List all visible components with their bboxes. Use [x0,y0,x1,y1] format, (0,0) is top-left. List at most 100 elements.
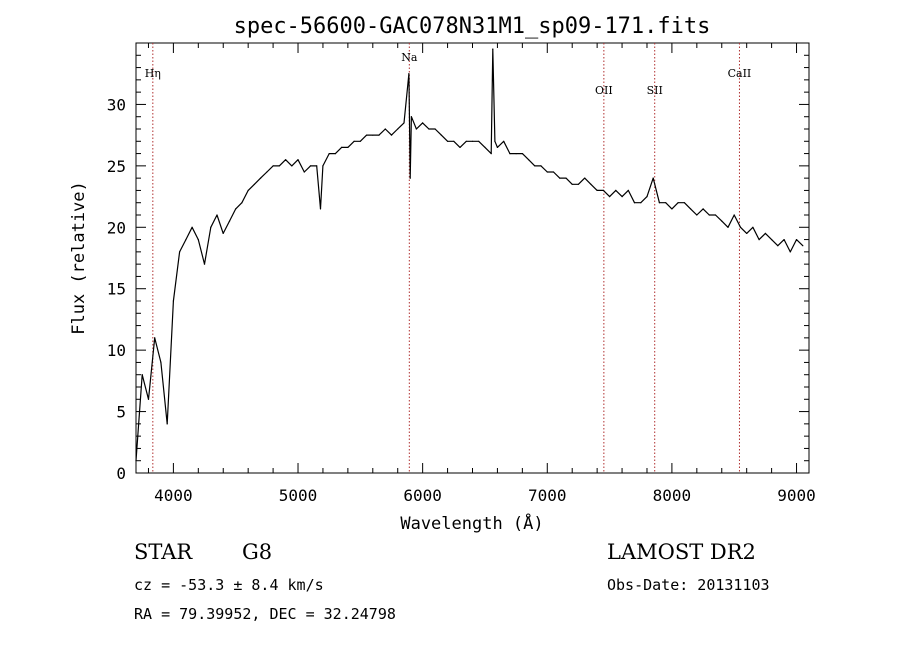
spectrum-data-point [253,183,255,185]
spectrum-data-point [322,165,324,167]
spectrum-data-point [802,245,804,247]
spectrum-data-point [272,165,274,167]
spectrum-data-point [534,165,536,167]
spectrum-data-point [297,159,299,161]
spectrum-data-point [266,171,268,173]
spectrum-data-point [590,183,592,185]
spectrum-data-point [235,208,237,210]
spectrum-data-point [397,128,399,130]
spectrum-data-point [147,398,150,400]
spectrum-data-point [465,140,467,142]
spectrum-data-point [154,337,156,339]
spectrum-data-point [353,140,355,142]
object-subclass: G8 [242,540,272,564]
spectrum-data-point [384,128,386,130]
spectrum-data-point [521,153,524,155]
spectrum-data-point [528,159,530,161]
spectrum-data-point [179,251,181,253]
spectrum-data-point [166,423,168,425]
spectrum-data-point [390,134,393,136]
spectrum-data-point [303,171,305,173]
spectrum-data-point [739,226,742,228]
spectrum-series-line [135,48,804,461]
spectral-lines-layer: Hη Na OII SII CaII [145,43,751,473]
spectrum-data-point [490,153,492,155]
spectrum-data-point [559,177,561,179]
spectrum-data-point [197,239,199,241]
spectrum-data-point [210,226,212,228]
spectrum-data-point [222,232,224,234]
spectrum-data-point [509,153,511,155]
series-layer [135,48,804,462]
spectrum-data-point [408,73,410,75]
spectrum-data-point [453,140,455,142]
spectrum-data-point [366,134,368,136]
spectrum-data-point [746,232,748,234]
spectrum-data-point [494,140,496,142]
spectrum-data-point [702,208,704,210]
spectrum-data-point [319,208,322,210]
spectrum-data-point [609,196,611,198]
spectrum-data-point [577,183,580,185]
spectrum-data-point [309,165,312,167]
spectrum-data-point [496,146,498,148]
spectrum-data-point [241,202,243,204]
spectrum-data-point [434,128,436,130]
spectrum-data-point [378,134,380,136]
axes-layer: 4000 5000 6000 7000 8000 9000 0 5 10 15 20 25 30 [107,43,816,505]
spectrum-data-point [410,116,412,118]
spectrum-data-point [422,122,424,124]
spectrum-data-point [484,146,486,148]
spectrum-data-point [640,202,642,204]
spectrum-data-point [621,196,623,198]
spectrum-data-point [428,128,430,130]
spectrum-data-point [758,239,760,241]
y-tick-label: 30 [107,95,126,114]
y-axis-label: Flux (relative) [69,181,89,335]
spectrum-data-point [409,177,411,179]
coordinates: RA = 79.39952, DEC = 32.24798 [134,605,396,623]
y-tick-label: 5 [116,403,126,422]
x-tick-label: 8000 [653,486,692,505]
spectrum-data-point [789,251,791,253]
spectrum-data-point [328,153,330,155]
spectrum-data-point [771,239,773,241]
radial-velocity: cz = -53.3 ± 8.4 km/s [134,576,324,594]
spectral-line-label: SII [647,84,663,97]
spectrum-data-point [316,165,318,167]
x-axis-label: Wavelength (Å) [400,512,543,534]
spectrum-data-point [552,171,555,173]
spectrum-data-point [492,48,494,50]
spectrum-data-point [714,214,717,216]
spectrum-data-point [447,140,449,142]
spectrum-data-point [683,202,686,204]
spectrum-data-point [372,134,374,136]
y-tick-label: 0 [116,464,126,483]
spectrum-data-point [459,146,461,148]
spectrum-data-point [334,153,336,155]
y-tick-label: 20 [107,218,126,237]
spectrum-data-point [665,202,667,204]
y-tick-label: 25 [107,157,126,176]
spectrum-data-point [615,189,617,191]
spectrum-data-point [203,263,206,265]
spectrum-data-point [727,226,729,228]
spectrum-data-point [503,140,505,142]
spectral-line-label: Na [401,51,418,64]
spectrum-data-point [278,165,280,167]
spectrum-data-point [777,245,779,247]
spectrum-data-point [191,226,193,228]
spectral-line-label: Hη [145,67,161,80]
spectrum-data-point [633,202,636,204]
spectrum-data-point [646,196,648,198]
spectrum-data-point [565,177,567,179]
spectrum-data-point [415,128,417,130]
spectrum-data-point [228,220,231,222]
spectrum-data-point [403,122,405,124]
spectrum-data-point [260,177,262,179]
spectrum-data-point [291,165,293,167]
x-tick-label: 9000 [777,486,816,505]
spectrum-data-point [602,189,605,191]
spectrum-data-point [341,146,343,148]
